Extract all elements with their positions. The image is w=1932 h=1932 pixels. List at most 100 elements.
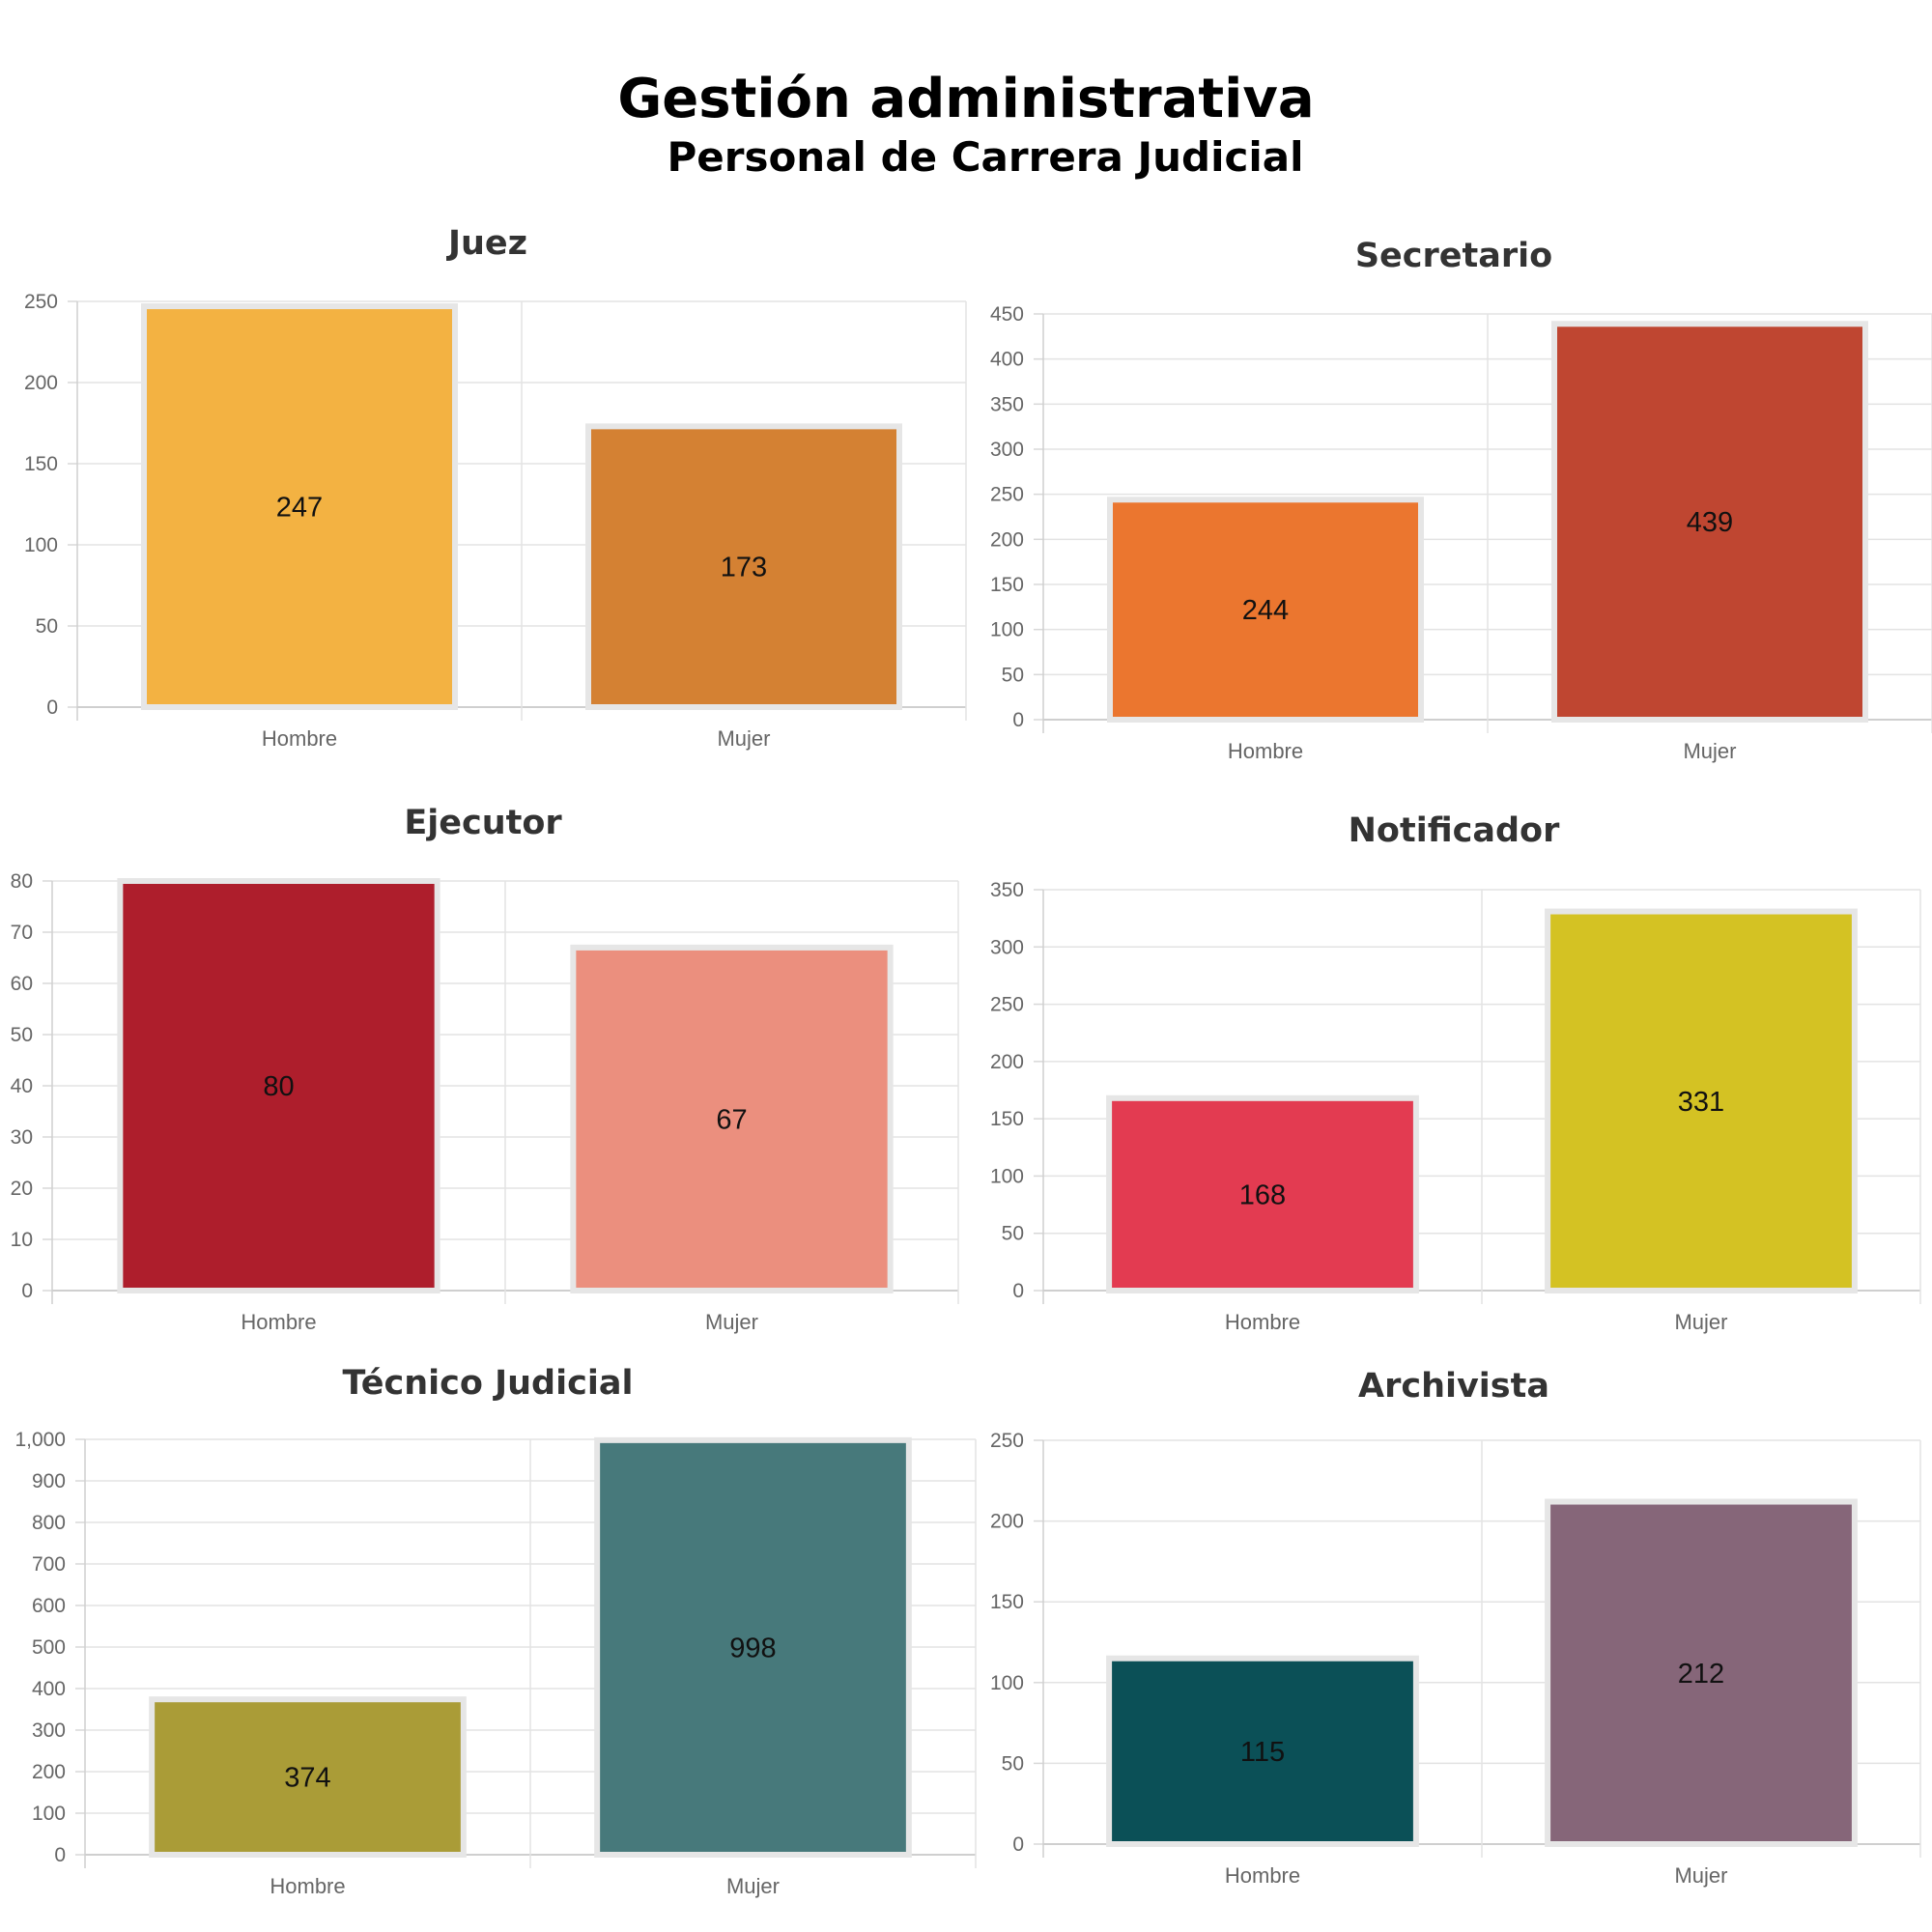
chart-ejecutor: Ejecutor 0 10 20 30 40 50 60 70 80 80 Hombre 67 Muje…	[0, 804, 966, 1345]
y-tick-label: 300	[990, 936, 1024, 958]
chart-juez: Juez 0 50 100 150 200 250 247 Hombre 173 Mujer	[0, 224, 976, 765]
y-tick-label: 500	[32, 1636, 66, 1659]
y-tick-label: 10	[11, 1229, 33, 1251]
y-tick-label: 100	[24, 534, 58, 556]
y-tick-label: 900	[32, 1470, 66, 1492]
chart-plot: 0 50 100 150 200 250 115 Hombre 212 Mujer	[990, 1430, 1921, 1888]
y-tick-label: 100	[32, 1803, 66, 1825]
y-tick-label: 100	[990, 1165, 1024, 1187]
y-tick-label: 50	[1002, 1223, 1024, 1245]
x-tick-label: Mujer	[1683, 739, 1736, 763]
x-tick-label: Mujer	[726, 1874, 780, 1898]
bar-mujer	[1545, 1498, 1858, 1847]
y-tick-label: 30	[11, 1126, 33, 1149]
y-tick-label: 50	[1002, 664, 1024, 686]
chart-title: Ejecutor	[404, 804, 562, 842]
y-tick-label: 60	[11, 973, 33, 995]
bar-mujer	[1551, 321, 1868, 724]
bar-hombre	[117, 878, 440, 1293]
x-tick-label: Hombre	[241, 1310, 316, 1334]
x-tick-label: Hombre	[262, 726, 337, 751]
y-tick-label: 150	[24, 453, 58, 475]
y-tick-label: 0	[1012, 709, 1024, 731]
page-header: Gestión administrativa Personal de Carre…	[0, 68, 1932, 184]
y-tick-label: 0	[1012, 1280, 1024, 1302]
bar-hombre	[1106, 1655, 1419, 1847]
x-tick-label: Mujer	[717, 726, 770, 751]
y-tick-label: 1,000	[14, 1429, 66, 1451]
chart-plot: 0 10 20 30 40 50 60 70 80 80 Hombre 67 Mujer	[11, 870, 959, 1334]
chart-secretario: Secretario 0 50 100 150 200 250 300 350 400 450 24…	[976, 237, 1932, 778]
y-tick-label: 0	[46, 696, 58, 719]
y-tick-label: 250	[24, 291, 58, 313]
y-tick-label: 0	[1012, 1833, 1024, 1856]
y-tick-label: 100	[990, 619, 1024, 641]
chart-title: Secretario	[1354, 237, 1553, 275]
y-tick-label: 0	[54, 1844, 66, 1866]
bar-hombre	[141, 303, 458, 710]
x-tick-label: Mujer	[1674, 1863, 1727, 1888]
x-tick-label: Hombre	[1225, 1310, 1300, 1334]
y-tick-label: 200	[32, 1761, 66, 1783]
value-label: 115	[1240, 1737, 1285, 1768]
chart-tecnico-judicial: Técnico Judicial 0 100 200 300 400 500 600 700 8…	[0, 1364, 977, 1915]
value-label: 67	[716, 1104, 747, 1135]
y-tick-label: 600	[32, 1595, 66, 1617]
chart-archivista: Archivista 0 50 100 150 200 250 115 Hombre 212 Mu…	[976, 1367, 1932, 1918]
chart-title: Juez	[447, 224, 528, 263]
chart-title: Notificador	[1348, 811, 1560, 850]
value-label: 439	[1687, 507, 1733, 538]
y-tick-label: 250	[990, 484, 1024, 506]
page-title: Gestión administrativa	[617, 68, 1315, 130]
bar-mujer	[585, 423, 902, 711]
y-tick-label: 200	[990, 528, 1024, 551]
chart-title: Archivista	[1357, 1367, 1549, 1406]
y-tick-label: 200	[24, 372, 58, 394]
chart-plot: 0 50 100 150 200 250 247 Hombre 173 Mujer	[24, 291, 967, 751]
bar-mujer	[594, 1436, 912, 1859]
bar-hombre	[1106, 1094, 1419, 1293]
value-label: 244	[1242, 595, 1289, 626]
chart-plot: 0 100 200 300 400 500 600 700 800 900 1,000 374 Homb…	[14, 1429, 977, 1898]
chart-plot: 0 50 100 150 200 250 300 350 168 Hombre 331 Mujer	[990, 879, 1921, 1334]
value-label: 212	[1678, 1659, 1724, 1690]
y-tick-label: 400	[32, 1678, 66, 1700]
y-tick-label: 450	[990, 303, 1024, 326]
y-tick-label: 250	[990, 1430, 1024, 1452]
y-tick-label: 300	[32, 1719, 66, 1742]
y-tick-label: 150	[990, 574, 1024, 596]
y-tick-label: 40	[11, 1075, 33, 1097]
x-tick-label: Mujer	[705, 1310, 758, 1334]
value-label: 168	[1239, 1179, 1286, 1210]
y-tick-label: 0	[21, 1280, 33, 1302]
value-label: 374	[284, 1763, 330, 1794]
page-subtitle: Personal de Carrera Judicial	[667, 133, 1304, 181]
chart-plot: 0 50 100 150 200 250 300 350 400 450 244 Hombre 439 M…	[990, 303, 1932, 763]
y-tick-label: 400	[990, 349, 1024, 371]
y-tick-label: 150	[990, 1591, 1024, 1613]
x-tick-label: Hombre	[1225, 1863, 1300, 1888]
y-tick-label: 50	[1002, 1752, 1024, 1775]
y-tick-label: 50	[11, 1024, 33, 1046]
y-tick-label: 200	[990, 1511, 1024, 1533]
y-tick-label: 350	[990, 879, 1024, 901]
bar-mujer	[570, 944, 894, 1293]
y-tick-label: 350	[990, 393, 1024, 415]
y-tick-label: 150	[990, 1108, 1024, 1130]
x-tick-label: Hombre	[270, 1874, 345, 1898]
bar-hombre	[149, 1696, 467, 1858]
x-tick-label: Mujer	[1674, 1310, 1727, 1334]
y-tick-label: 300	[990, 439, 1024, 461]
value-label: 80	[263, 1071, 294, 1102]
value-label: 247	[276, 493, 323, 524]
y-tick-label: 20	[11, 1178, 33, 1200]
y-tick-label: 50	[36, 615, 58, 638]
x-tick-label: Hombre	[1228, 739, 1303, 763]
y-tick-label: 200	[990, 1051, 1024, 1073]
chart-notificador: Notificador 0 50 100 150 200 250 300 350 168 Homb…	[976, 811, 1932, 1352]
y-tick-label: 100	[990, 1672, 1024, 1694]
bar-mujer	[1545, 908, 1858, 1294]
y-tick-label: 700	[32, 1553, 66, 1576]
value-label: 173	[721, 553, 767, 583]
value-label: 998	[729, 1633, 776, 1663]
